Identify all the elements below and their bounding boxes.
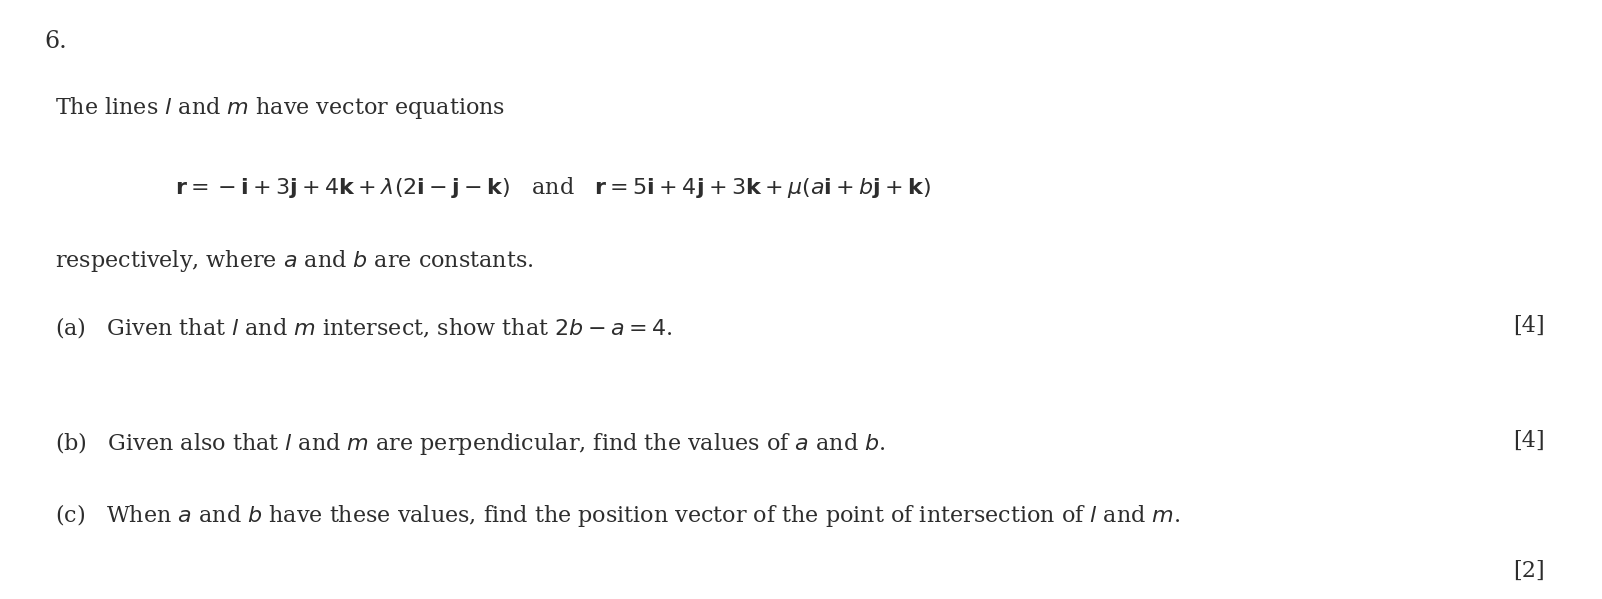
Text: The lines $l$ and $m$ have vector equations: The lines $l$ and $m$ have vector equati… [54, 95, 505, 121]
Text: [4]: [4] [1514, 430, 1544, 452]
Text: [2]: [2] [1514, 560, 1544, 582]
Text: (c)   When $a$ and $b$ have these values, find the position vector of the point : (c) When $a$ and $b$ have these values, … [54, 502, 1181, 529]
Text: (a)   Given that $l$ and $m$ intersect, show that $2b - a = 4$.: (a) Given that $l$ and $m$ intersect, sh… [54, 315, 673, 340]
Text: respectively, where $a$ and $b$ are constants.: respectively, where $a$ and $b$ are cons… [54, 248, 533, 274]
Text: 6.: 6. [43, 30, 67, 53]
Text: $\mathbf{r} = -\mathbf{i} + 3\mathbf{j} + 4\mathbf{k} + \lambda(2\mathbf{i} - \m: $\mathbf{r} = -\mathbf{i} + 3\mathbf{j} … [175, 175, 931, 200]
Text: [4]: [4] [1514, 315, 1544, 337]
Text: (b)   Given also that $l$ and $m$ are perpendicular, find the values of $a$ and : (b) Given also that $l$ and $m$ are perp… [54, 430, 886, 457]
